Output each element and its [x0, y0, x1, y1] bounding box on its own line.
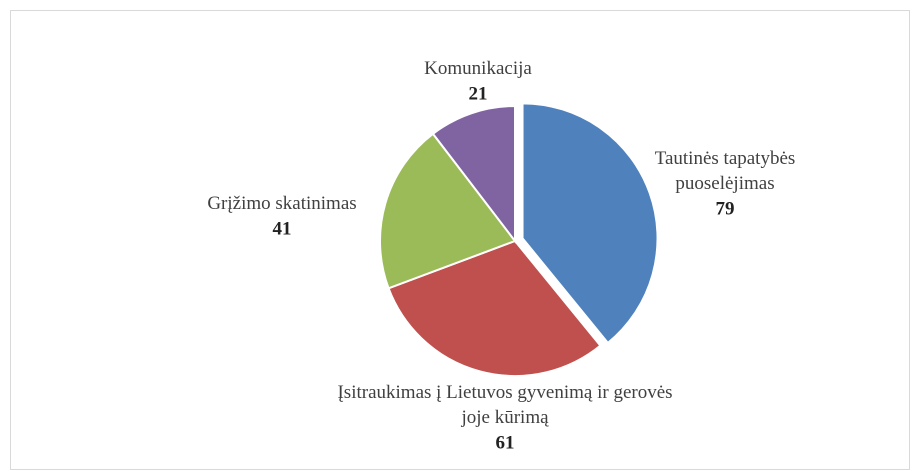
label-line: joje kūrimą: [460, 407, 549, 428]
slice-label: Komunikacija: [424, 58, 532, 79]
label-line: Komunikacija: [424, 58, 532, 79]
pie-slice: [379, 132, 517, 290]
label-line: Grįžimo skatinimas: [207, 193, 356, 214]
label-line: Tautinės tapatybės: [655, 148, 796, 169]
value-label: 21: [469, 83, 488, 104]
slice-label: Tautinės tapatybės puoselėjimas: [655, 148, 796, 194]
slice-label: Grįžimo skatinimas: [207, 193, 356, 214]
value-label: 41: [273, 218, 292, 239]
label-line: Įsitraukimas į Lietuvos gyvenimą ir gero…: [337, 382, 672, 403]
value-label: 79: [716, 198, 735, 219]
slice-label: Įsitraukimas į Lietuvos gyvenimą ir gero…: [337, 382, 672, 428]
pie-slice: [431, 104, 516, 244]
pie-slice: [521, 102, 659, 345]
label-line: puoselėjimas: [675, 173, 774, 194]
pie-slice: [387, 239, 602, 377]
value-label: 61: [496, 432, 515, 453]
